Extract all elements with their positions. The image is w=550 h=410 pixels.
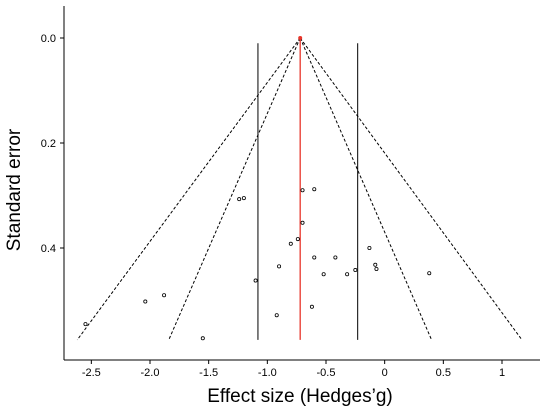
pooled-effect-apex bbox=[298, 36, 303, 40]
study-point bbox=[200, 336, 205, 341]
study-point bbox=[374, 266, 379, 271]
study-point bbox=[373, 262, 378, 267]
study-point bbox=[288, 241, 293, 246]
funnel-outer-line bbox=[76, 37, 301, 341]
study-point bbox=[300, 188, 305, 193]
study-point bbox=[312, 187, 317, 192]
study-point bbox=[295, 237, 300, 242]
x-axis-title: Effect size (Hedges’g) bbox=[207, 386, 393, 407]
funnel-inner-line bbox=[299, 37, 433, 341]
study-point bbox=[253, 278, 258, 283]
study-point bbox=[241, 196, 246, 201]
x-tick-label: -1.0 bbox=[258, 367, 277, 379]
y-tick-label: 0.4 bbox=[41, 243, 56, 255]
study-point bbox=[300, 220, 305, 225]
study-point bbox=[353, 268, 358, 273]
study-point bbox=[277, 264, 282, 269]
study-point bbox=[427, 271, 432, 276]
study-point bbox=[367, 245, 372, 250]
study-point bbox=[162, 293, 167, 298]
study-point bbox=[345, 272, 350, 277]
study-point bbox=[309, 304, 314, 309]
y-tick-label: 0.0 bbox=[41, 33, 56, 45]
funnel-outer-line bbox=[299, 37, 523, 341]
x-tick-label: 0 bbox=[382, 367, 388, 379]
funnel-layer bbox=[76, 36, 523, 341]
ticks-layer: 0.0 0.2 0.4 -2.5 -2.0 -1.5 -1.0 -0.5 0 0.5 1 bbox=[41, 33, 505, 379]
study-point bbox=[321, 272, 326, 277]
x-tick-label: -2.0 bbox=[141, 367, 160, 379]
study-point bbox=[83, 322, 88, 327]
study-point bbox=[333, 255, 338, 260]
y-tick-label: 0.2 bbox=[41, 138, 56, 150]
study-point bbox=[143, 299, 148, 304]
x-tick-label: -1.5 bbox=[199, 367, 218, 379]
x-tick-label: -2.5 bbox=[82, 367, 101, 379]
points-layer bbox=[83, 187, 432, 341]
y-axis-title: Standard error bbox=[4, 128, 25, 251]
x-tick-label: 1 bbox=[499, 367, 505, 379]
x-tick-label: 0.5 bbox=[436, 367, 451, 379]
study-point bbox=[274, 313, 279, 318]
study-point bbox=[237, 197, 242, 202]
axes-layer bbox=[63, 6, 540, 361]
x-tick-label: -0.5 bbox=[317, 367, 336, 379]
study-point bbox=[312, 255, 317, 260]
